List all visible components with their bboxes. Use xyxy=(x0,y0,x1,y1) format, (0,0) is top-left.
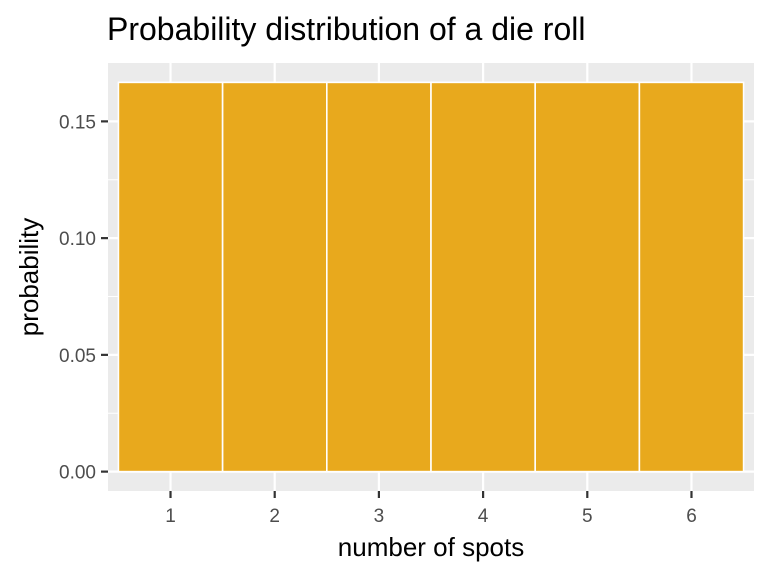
x-tick-label: 5 xyxy=(582,506,593,527)
x-tick-label: 1 xyxy=(165,506,176,527)
y-axis-title: probability xyxy=(14,218,44,337)
chart-title: Probability distribution of a die roll xyxy=(107,11,585,47)
y-tick-label: 0.05 xyxy=(59,346,96,367)
bars xyxy=(117,81,745,473)
y-tick-label: 0.15 xyxy=(59,112,96,133)
bar xyxy=(534,81,641,473)
bar xyxy=(638,81,745,473)
x-axis-title: number of spots xyxy=(338,532,524,562)
x-tick-label: 3 xyxy=(374,506,385,527)
bar xyxy=(117,81,224,473)
x-tick-label: 6 xyxy=(686,506,697,527)
bar xyxy=(221,81,328,473)
bar xyxy=(430,81,536,473)
x-tick-label: 4 xyxy=(478,506,489,527)
bar xyxy=(326,81,432,473)
x-tick-label: 2 xyxy=(269,506,280,527)
y-tick-label: 0.00 xyxy=(59,463,96,484)
y-tick-label: 0.10 xyxy=(59,229,96,250)
x-axis: 1 2 3 4 5 6 xyxy=(165,491,697,527)
y-axis: 0.00 0.05 0.10 0.15 xyxy=(59,112,108,484)
